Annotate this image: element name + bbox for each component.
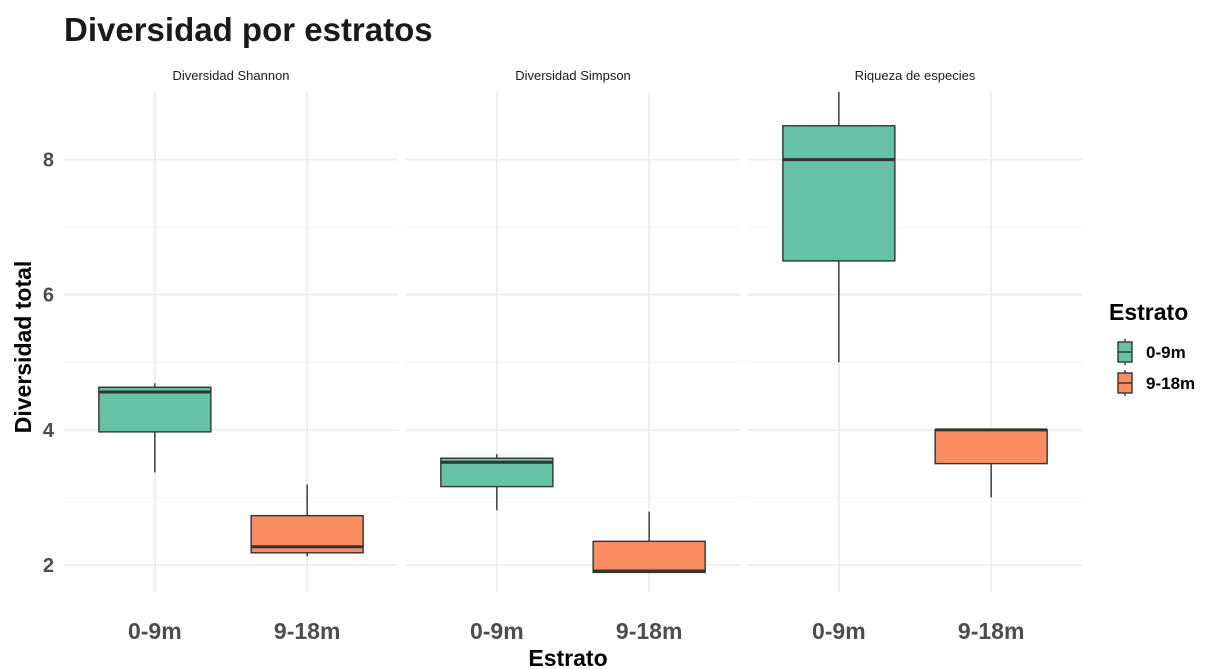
box-rect <box>934 429 1048 465</box>
box-rect <box>592 540 706 574</box>
facet-panel: Diversidad Simpson 0-9m 9-18m <box>406 68 740 644</box>
x-tick-label: 9-18m <box>274 618 340 644</box>
x-tick-label: 0-9m <box>470 618 524 644</box>
facet-strip-label: Diversidad Simpson <box>515 68 631 83</box>
legend-title: Estrato <box>1109 299 1188 325</box>
legend-label: 9-18m <box>1146 374 1195 393</box>
x-tick-label: 0-9m <box>128 618 182 644</box>
y-tick-label: 6 <box>43 285 54 307</box>
y-tick-label: 8 <box>43 150 54 172</box>
legend: Estrato 0-9m 9-18m <box>1109 299 1195 396</box>
facet-panel: Riqueza de especies 0-9m 9-18m <box>748 68 1082 644</box>
x-axis-title: Estrato <box>528 645 607 669</box>
y-tick-label: 2 <box>43 555 54 577</box>
legend-item: 0-9m <box>1117 339 1186 365</box>
box-9-18m <box>592 511 706 574</box>
box-rect <box>98 386 212 433</box>
legend-item: 9-18m <box>1117 370 1195 396</box>
box-9-18m <box>934 428 1048 498</box>
x-tick-label: 0-9m <box>812 618 866 644</box>
legend-label: 0-9m <box>1146 343 1186 362</box>
y-tick-label: 4 <box>43 420 55 442</box>
chart-title: Diversidad por estratos <box>64 11 433 48</box>
box-0-9m <box>98 383 212 473</box>
y-axis-title: Diversidad total <box>10 261 36 434</box>
box-9-18m <box>250 484 364 557</box>
facet-panel: Diversidad Shannon 0-9m 9-18m <box>64 68 398 644</box>
x-tick-label: 9-18m <box>958 618 1024 644</box>
box-0-9m <box>440 454 554 511</box>
box-rect <box>782 125 896 262</box>
x-tick-label: 9-18m <box>616 618 682 644</box>
box-0-9m <box>782 92 896 363</box>
facet-strip-label: Diversidad Shannon <box>172 68 289 83</box>
facet-strip-label: Riqueza de especies <box>855 68 976 83</box>
